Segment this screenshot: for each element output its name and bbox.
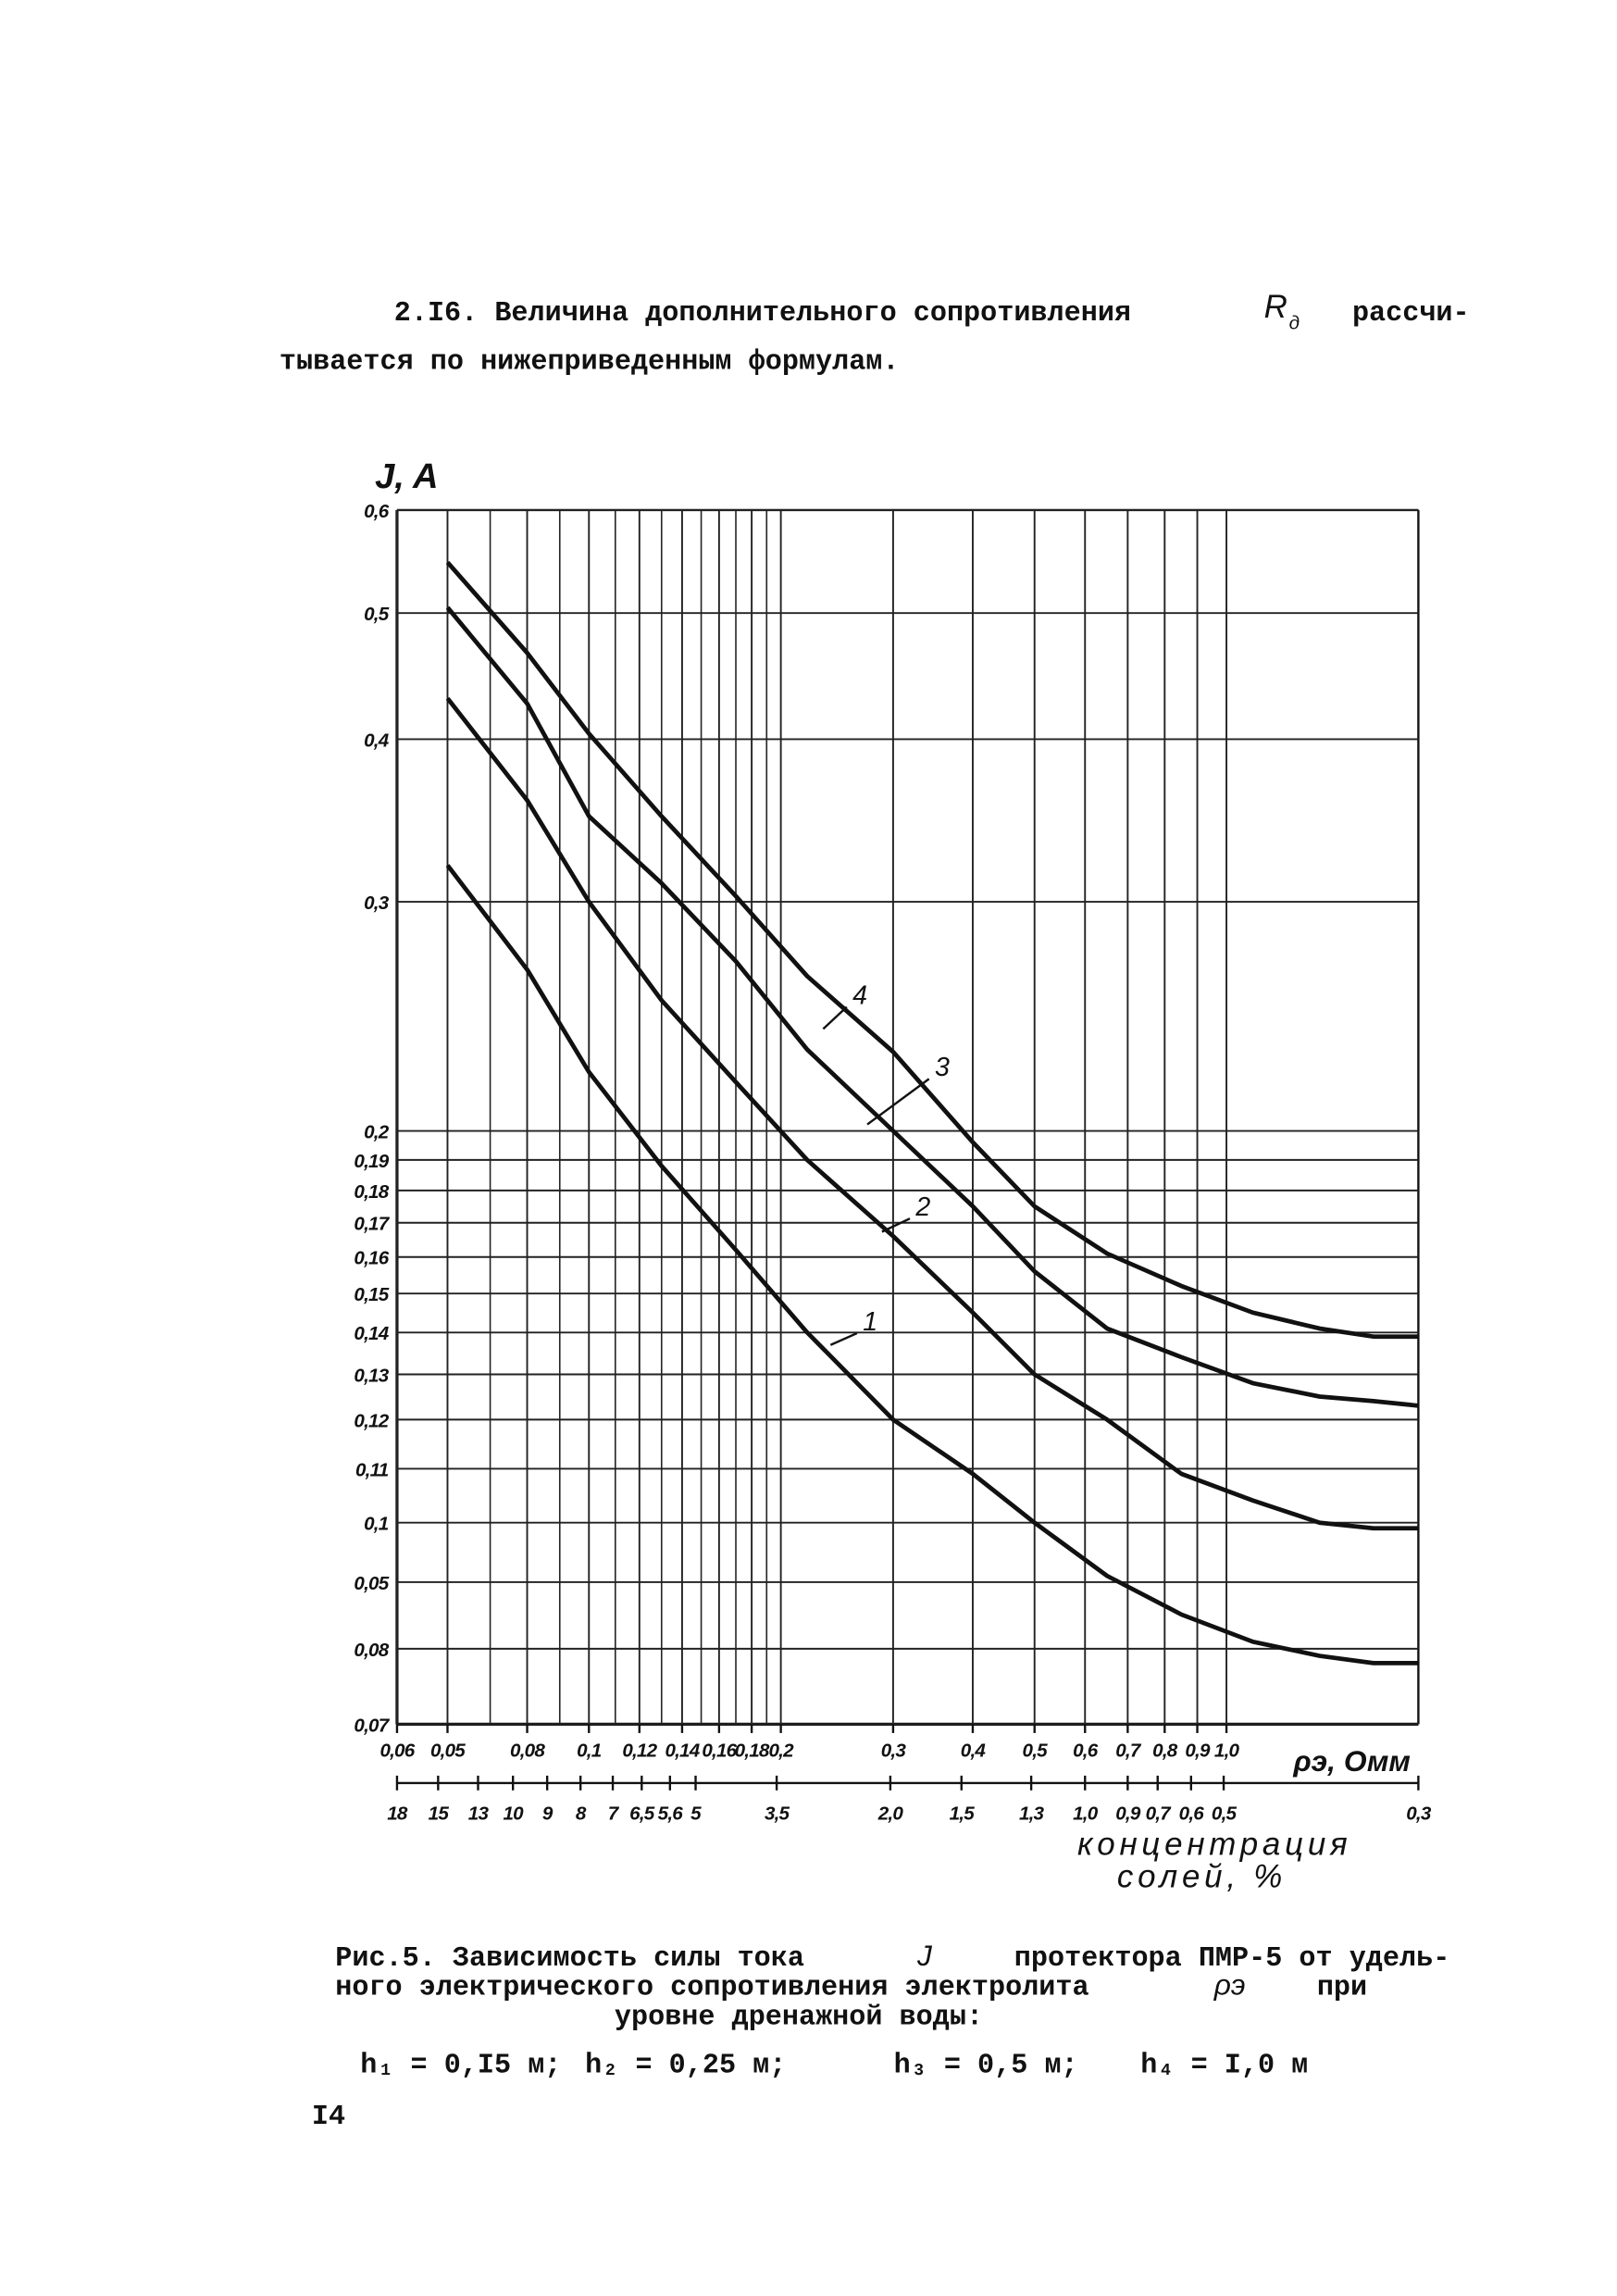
x2-tick-label: 5,6: [658, 1803, 684, 1825]
x2-tick-label: 0,6: [1179, 1803, 1205, 1825]
header-line: тывается по нижеприведенным формулам.: [280, 347, 900, 379]
x2-tick-label: 9: [542, 1803, 554, 1825]
x-tick-label: 0,08: [510, 1740, 545, 1761]
x-tick-label: 0,06: [379, 1740, 415, 1761]
curve: [445, 605, 1419, 1408]
y-tick-label: 0,11: [355, 1459, 389, 1480]
x2-axis-label: концентрация: [1077, 1827, 1351, 1863]
symbol-sub: д: [1289, 313, 1300, 334]
x-tick-label: 0,3: [881, 1740, 907, 1761]
x2-tick-label: 13: [468, 1803, 490, 1825]
y-tick-label: 0,08: [354, 1640, 389, 1661]
curve-label-leader: [866, 1078, 930, 1126]
curve-label: 1: [863, 1307, 877, 1337]
curve: [445, 864, 1419, 1666]
header-line: рассчи-: [1352, 298, 1470, 330]
y-tick-label: 0,05: [354, 1573, 389, 1594]
x-tick-label: 0,16: [702, 1740, 737, 1761]
symbol: R: [1264, 289, 1287, 325]
curve-label-leader: [829, 1331, 858, 1346]
x-tick-label: 0,14: [665, 1740, 700, 1761]
y-tick-label: 0,14: [354, 1323, 389, 1344]
x2-tick-label: 7: [608, 1803, 620, 1825]
x-tick-label: 0,1: [577, 1740, 602, 1761]
y-axis-label: J, A: [375, 457, 438, 496]
x-axis-label: ρэ, Омм: [1292, 1744, 1410, 1778]
curve-label: 3: [935, 1053, 950, 1082]
x2-tick-label: 2,0: [877, 1803, 904, 1825]
x-tick-label: 0,12: [622, 1740, 657, 1761]
x2-tick-label: 8: [576, 1803, 587, 1825]
x2-tick-label: 1,3: [1019, 1803, 1045, 1825]
caption: при: [1317, 1973, 1367, 2004]
x2-tick-label: 1,0: [1073, 1803, 1099, 1825]
x-tick-label: 0,8: [1152, 1740, 1178, 1761]
y-tick-label: 0,19: [354, 1151, 389, 1172]
curve: [445, 696, 1419, 1531]
curve: [445, 560, 1419, 1340]
x-tick-label: 0,2: [768, 1740, 794, 1761]
x2-tick-label: 15: [429, 1803, 450, 1825]
x-tick-label: 0,9: [1185, 1740, 1211, 1761]
x-tick-label: 0,4: [961, 1740, 987, 1761]
page-number: I4: [312, 2102, 345, 2133]
x2-tick-label: 6,5: [629, 1803, 655, 1825]
caption: ного электрического сопротивления электр…: [335, 1973, 1088, 2004]
caption: уровне дренажной воды:: [615, 2002, 983, 2033]
caption: Рис.5. Зависимость силы тока: [335, 1943, 804, 1975]
x-tick-label: 1,0: [1214, 1740, 1240, 1761]
x2-tick-label: 3,5: [765, 1803, 790, 1825]
x2-axis-label: солей, %: [1117, 1859, 1287, 1895]
x2-tick-label: 0,7: [1146, 1803, 1173, 1825]
x-tick-label: 0,5: [1023, 1740, 1049, 1761]
x2-tick-label: 1,5: [950, 1803, 976, 1825]
x2-tick-label: 5: [690, 1803, 702, 1825]
y-tick-label: 0,18: [354, 1181, 389, 1203]
caption-symbol: J: [916, 1939, 933, 1972]
x2-tick-label: 0,9: [1115, 1803, 1141, 1825]
y-tick-label: 0,1: [364, 1514, 389, 1535]
caption: h₄ = I,0 м: [1140, 2051, 1308, 2082]
y-tick-label: 0,15: [354, 1284, 389, 1305]
header-line: 2.I6. Величина дополнительного сопротивл…: [394, 298, 1131, 330]
x2-tick-label: 0,3: [1406, 1803, 1432, 1825]
caption: протектора ПМР-5 от удель-: [1014, 1943, 1450, 1975]
x2-tick-label: 0,5: [1212, 1803, 1238, 1825]
y-tick-label: 0,4: [364, 730, 390, 751]
curve-label-leader: [822, 1005, 848, 1030]
y-tick-label: 0,2: [364, 1121, 390, 1142]
x-tick-label: 0,05: [430, 1740, 466, 1761]
y-tick-label: 0,6: [364, 501, 390, 522]
caption-symbol: ρэ: [1213, 1968, 1246, 2002]
x-tick-label: 0,18: [735, 1740, 770, 1761]
y-tick-label: 0,16: [354, 1248, 389, 1269]
y-tick-label: 0,17: [354, 1214, 390, 1235]
x-tick-label: 0,6: [1073, 1740, 1099, 1761]
x2-tick-label: 10: [504, 1803, 525, 1825]
y-tick-label: 0,12: [354, 1410, 389, 1431]
x-tick-label: 0,7: [1115, 1740, 1142, 1761]
x2-tick-label: 18: [387, 1803, 408, 1825]
caption: h₃ = 0,5 м;: [894, 2051, 1078, 2082]
caption: h₂ = 0,25 м;: [585, 2051, 786, 2082]
curve-label-leader: [881, 1217, 911, 1233]
y-tick-label: 0,3: [364, 892, 390, 914]
y-tick-label: 0,5: [364, 604, 390, 625]
curve-label: 4: [852, 980, 867, 1010]
y-tick-label: 0,13: [354, 1365, 389, 1386]
curve-label: 2: [914, 1192, 930, 1222]
caption: h₁ = 0,I5 м;: [360, 2051, 561, 2082]
y-tick-label: 0,07: [354, 1715, 390, 1736]
